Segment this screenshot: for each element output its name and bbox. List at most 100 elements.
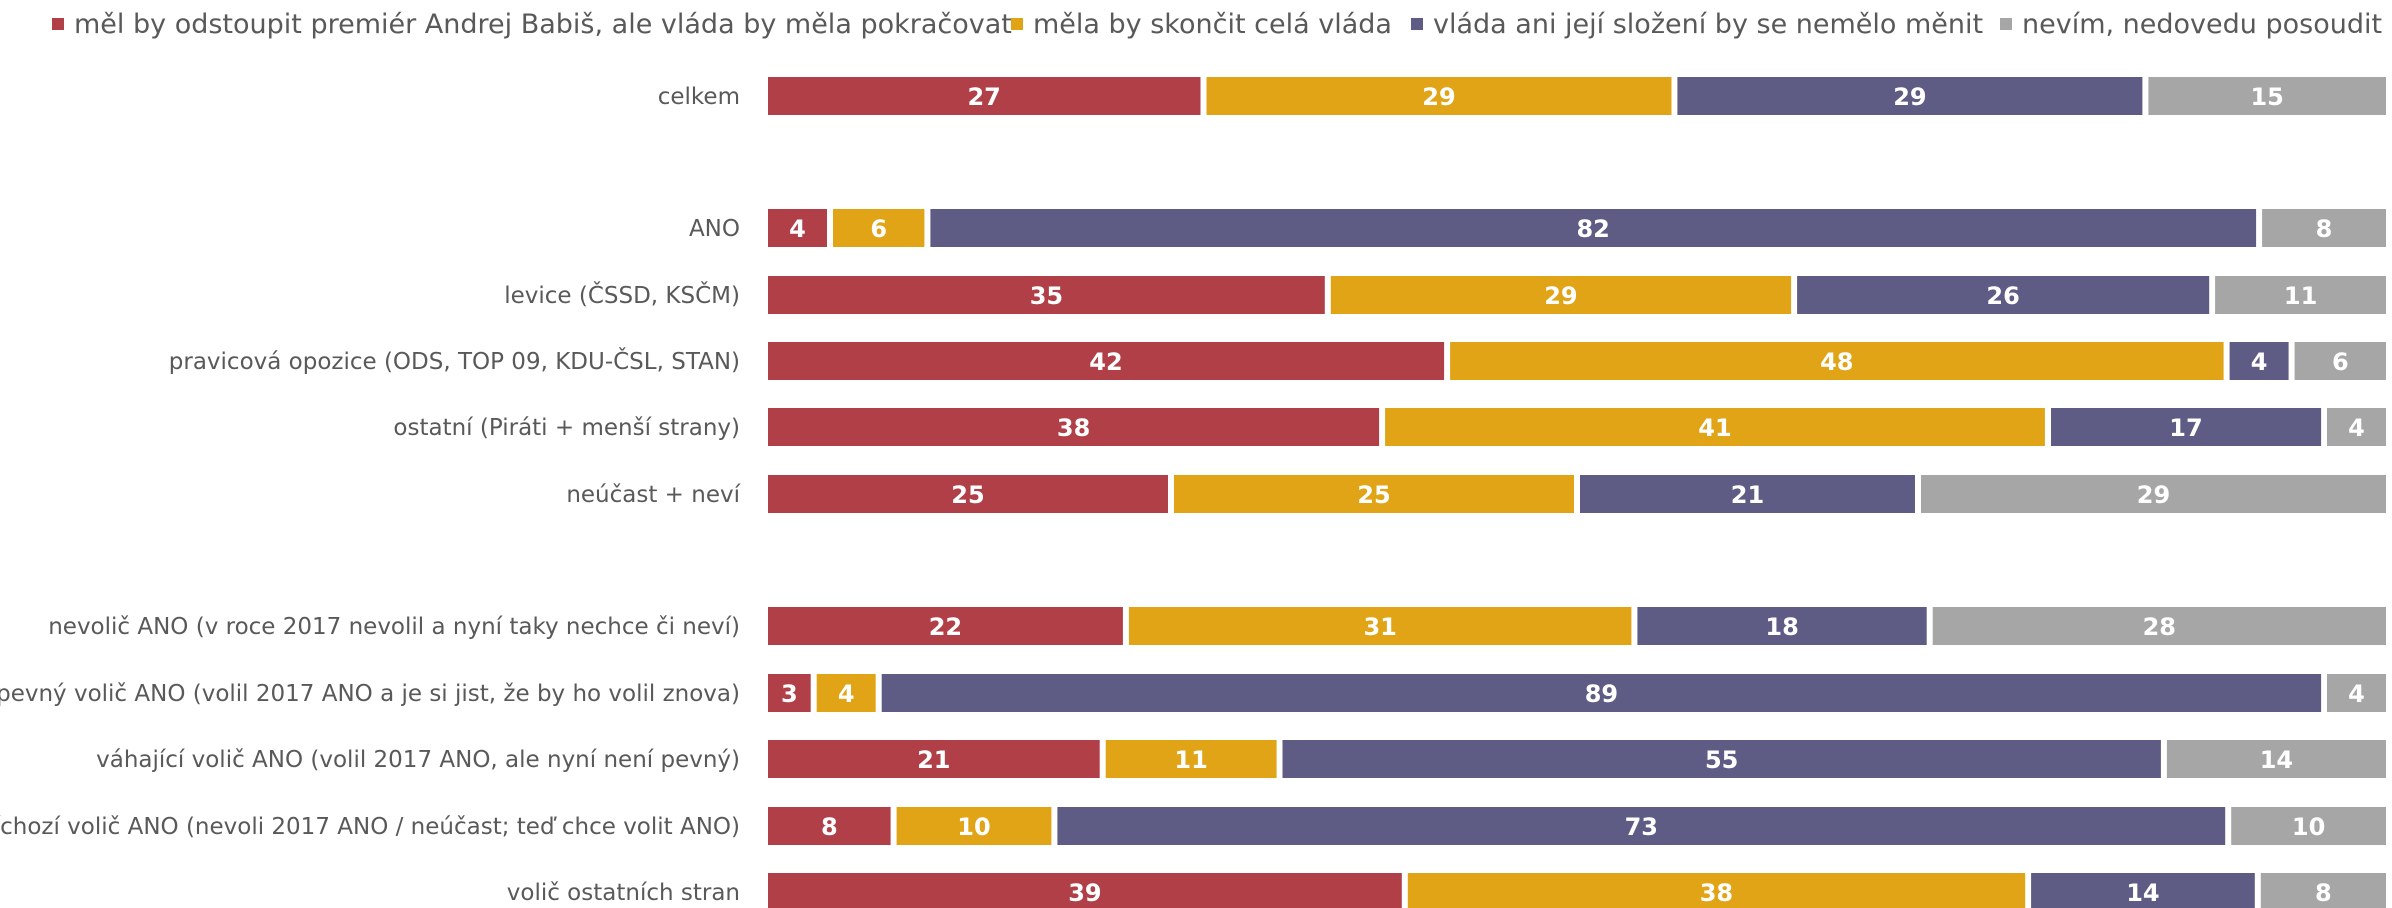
bar-row: ANO 4 6 82 8: [689, 209, 2386, 247]
bar-row: volič ostatních stran 39 38 14 8: [507, 873, 2386, 908]
data-label: 21: [1731, 481, 1764, 509]
bar-segment: [1580, 475, 1915, 513]
category-label: váhající volič ANO (volil 2017 ANO, ale …: [96, 747, 740, 773]
category-label: pravicová opozice (ODS, TOP 09, KDU-ČSL,…: [169, 347, 740, 375]
data-label: 10: [2292, 813, 2325, 841]
bar-segment: [1330, 276, 1792, 314]
bar-segment: [2327, 408, 2386, 446]
category-label: celkem: [658, 84, 740, 110]
category-label: neúčast + neví: [566, 482, 740, 508]
bar-row: příchozí volič ANO (nevoli 2017 ANO / ne…: [0, 807, 2386, 845]
data-label: 28: [2143, 613, 2176, 641]
bar-segment: [930, 209, 2257, 247]
data-label: 73: [1625, 813, 1658, 841]
data-label: 4: [2348, 680, 2365, 708]
legend: měl by odstoupit premiér Andrej Babiš, a…: [52, 9, 2382, 40]
data-label: 48: [1820, 348, 1853, 376]
legend-label: vláda ani její složení by se nemělo měni…: [1433, 9, 1983, 40]
data-label: 8: [821, 813, 838, 841]
legend-swatch: [1411, 18, 1423, 30]
bar-segment: [2148, 77, 2386, 115]
bar-segment: [1921, 475, 2386, 513]
data-label: 8: [2316, 215, 2333, 243]
data-label: 8: [2315, 879, 2332, 907]
data-label: 11: [2284, 282, 2317, 310]
bar-row: neúčast + neví 25 25 21 29: [566, 475, 2386, 513]
data-label: 3: [781, 680, 798, 708]
bar-segment: [816, 674, 876, 712]
bar-segment: [1637, 607, 1927, 645]
category-label: ANO: [689, 216, 740, 242]
bar-segment: [1677, 77, 2143, 115]
bar-segment: [768, 807, 891, 845]
bar-segment: [2231, 807, 2386, 845]
data-label: 21: [917, 746, 950, 774]
data-label: 38: [1057, 414, 1090, 442]
data-label: 17: [2169, 414, 2202, 442]
bar-segment: [896, 807, 1052, 845]
bar-segment: [2260, 873, 2386, 908]
bar-segment: [2294, 342, 2386, 380]
data-label: 29: [2137, 481, 2170, 509]
bar-row: celkem 27 29 29 15: [658, 77, 2386, 115]
bar-segment: [768, 342, 1445, 380]
bar-segment: [1450, 342, 2224, 380]
bar-segment: [2031, 873, 2255, 908]
bar-segment: [768, 408, 1380, 446]
bar-segment: [1385, 408, 2045, 446]
bar-segment: [2327, 674, 2386, 712]
legend-item: nevím, nedovedu posoudit: [2000, 9, 2382, 40]
category-label: levice (ČSSD, KSČM): [504, 281, 740, 309]
data-label: 39: [1068, 879, 1101, 907]
bar-row: váhající volič ANO (volil 2017 ANO, ale …: [96, 740, 2386, 778]
bar-segment: [2262, 209, 2386, 247]
bar-segment: [1206, 77, 1672, 115]
data-label: 4: [2251, 348, 2268, 376]
data-label: 29: [1893, 83, 1926, 111]
category-label: ostatní (Piráti + menší strany): [393, 415, 740, 441]
bar-segment: [2051, 408, 2322, 446]
legend-item: měl by odstoupit premiér Andrej Babiš, a…: [52, 9, 1012, 40]
bar-segment: [881, 674, 2322, 712]
bar-segment: [2229, 342, 2289, 380]
category-label: pevný volič ANO (volil 2017 ANO a je si …: [0, 681, 740, 707]
data-label: 11: [1174, 746, 1207, 774]
data-label: 18: [1765, 613, 1798, 641]
data-label: 55: [1705, 746, 1738, 774]
data-label: 26: [1986, 282, 2019, 310]
data-label: 27: [967, 83, 1000, 111]
data-label: 42: [1089, 348, 1122, 376]
data-label: 82: [1576, 215, 1609, 243]
bar-segment: [833, 209, 925, 247]
data-label: 14: [2260, 746, 2293, 774]
data-label: 29: [1422, 83, 1455, 111]
legend-item: měla by skončit celá vláda: [1011, 9, 1392, 40]
legend-label: měl by odstoupit premiér Andrej Babiš, a…: [74, 9, 1012, 40]
bar-segment: [2166, 740, 2386, 778]
bar-row: ostatní (Piráti + menší strany) 38 41 17 4: [393, 408, 2386, 446]
bar-segment: [1128, 607, 1632, 645]
data-label: 89: [1585, 680, 1618, 708]
bar-segment: [1105, 740, 1277, 778]
legend-swatch: [1011, 18, 1023, 30]
bar-row: pravicová opozice (ODS, TOP 09, KDU-ČSL,…: [169, 342, 2386, 380]
bar-segment: [1797, 276, 2210, 314]
data-label: 35: [1030, 282, 1063, 310]
data-label: 31: [1363, 613, 1396, 641]
bar-segment: [768, 873, 1402, 908]
data-label: 25: [951, 481, 984, 509]
data-label: 4: [838, 680, 855, 708]
data-label: 6: [870, 215, 887, 243]
bar-segment: [1282, 740, 2161, 778]
data-label: 6: [2332, 348, 2349, 376]
bar-segment: [768, 475, 1168, 513]
legend-swatch: [52, 18, 64, 30]
bar-row: levice (ČSSD, KSČM) 35 29 26 11: [504, 276, 2386, 314]
data-label: 29: [1544, 282, 1577, 310]
legend-swatch: [2000, 18, 2012, 30]
bar-segment: [768, 740, 1100, 778]
bar-row: pevný volič ANO (volil 2017 ANO a je si …: [0, 674, 2386, 712]
category-label: volič ostatních stran: [507, 880, 740, 906]
